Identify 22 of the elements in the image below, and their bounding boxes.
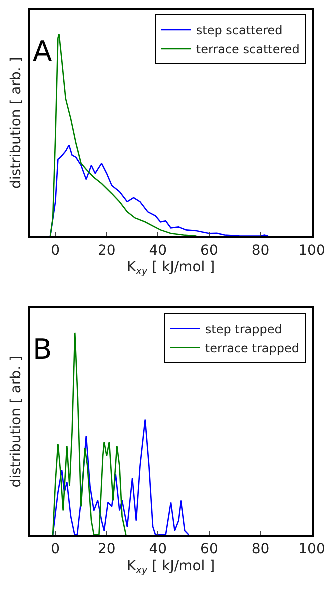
y-axis-title: distribution [ arb. ] [8,356,24,488]
x-tick-label: 40 [149,242,168,259]
chart-title: A [33,35,52,68]
legend-label: step trapped [205,322,282,336]
x-tick-label: 0 [51,542,60,558]
x-tick-label: 60 [200,242,218,259]
x-tick-label: 40 [149,542,168,558]
x-tick-label: 80 [252,242,270,259]
x-axis-title: K$_{xy}$ [ kJ/mol ] [126,260,216,278]
legend-label: step scattered [196,24,283,38]
x-tick-label: 60 [200,542,218,558]
y-axis-title: distribution [ arb. ] [8,57,24,190]
x-tick-label: 100 [298,242,326,259]
x-tick-label: 80 [252,542,270,558]
x-tick-label: 0 [51,242,60,259]
legend-label: terrace scattered [196,42,300,57]
x-axis-title: K$_{xy}$ [ kJ/mol ] [126,558,216,576]
x-tick-label: 20 [98,242,116,259]
legend-label: terrace trapped [205,341,300,356]
x-tick-label: 20 [98,542,116,558]
x-tick-label: 100 [298,542,326,558]
chart-title: B [33,333,52,366]
